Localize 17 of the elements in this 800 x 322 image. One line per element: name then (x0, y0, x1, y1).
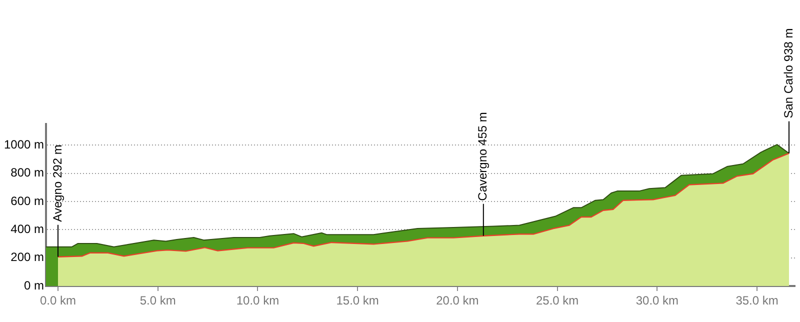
y-tick-label: 400 m (10, 222, 44, 236)
y-tick-label: 200 m (10, 250, 44, 264)
x-tick-label: 25.0 km (536, 294, 579, 308)
annotation: Avegno 292 m (50, 144, 64, 222)
y-tick-label: 800 m (10, 166, 44, 180)
y-tick-label: 0 m (24, 278, 44, 292)
y-tick-label: 1000 m (4, 137, 44, 152)
y-tick-label: 600 m (10, 194, 44, 208)
x-tick-label: 35.0 km (736, 294, 778, 308)
x-tick-label: 20.0 km (436, 294, 479, 308)
x-tick-label: 15.0 km (336, 294, 379, 308)
x-tick-label: 10.0 km (236, 294, 280, 308)
x-tick-label: 30.0 km (636, 294, 679, 308)
x-tick-label: 0.0 km (40, 294, 76, 308)
annotation: Cavergno 455 m (476, 112, 490, 201)
x-tick-label: 5.0 km (140, 294, 176, 308)
annotation: San Carlo 938 m (781, 28, 796, 118)
